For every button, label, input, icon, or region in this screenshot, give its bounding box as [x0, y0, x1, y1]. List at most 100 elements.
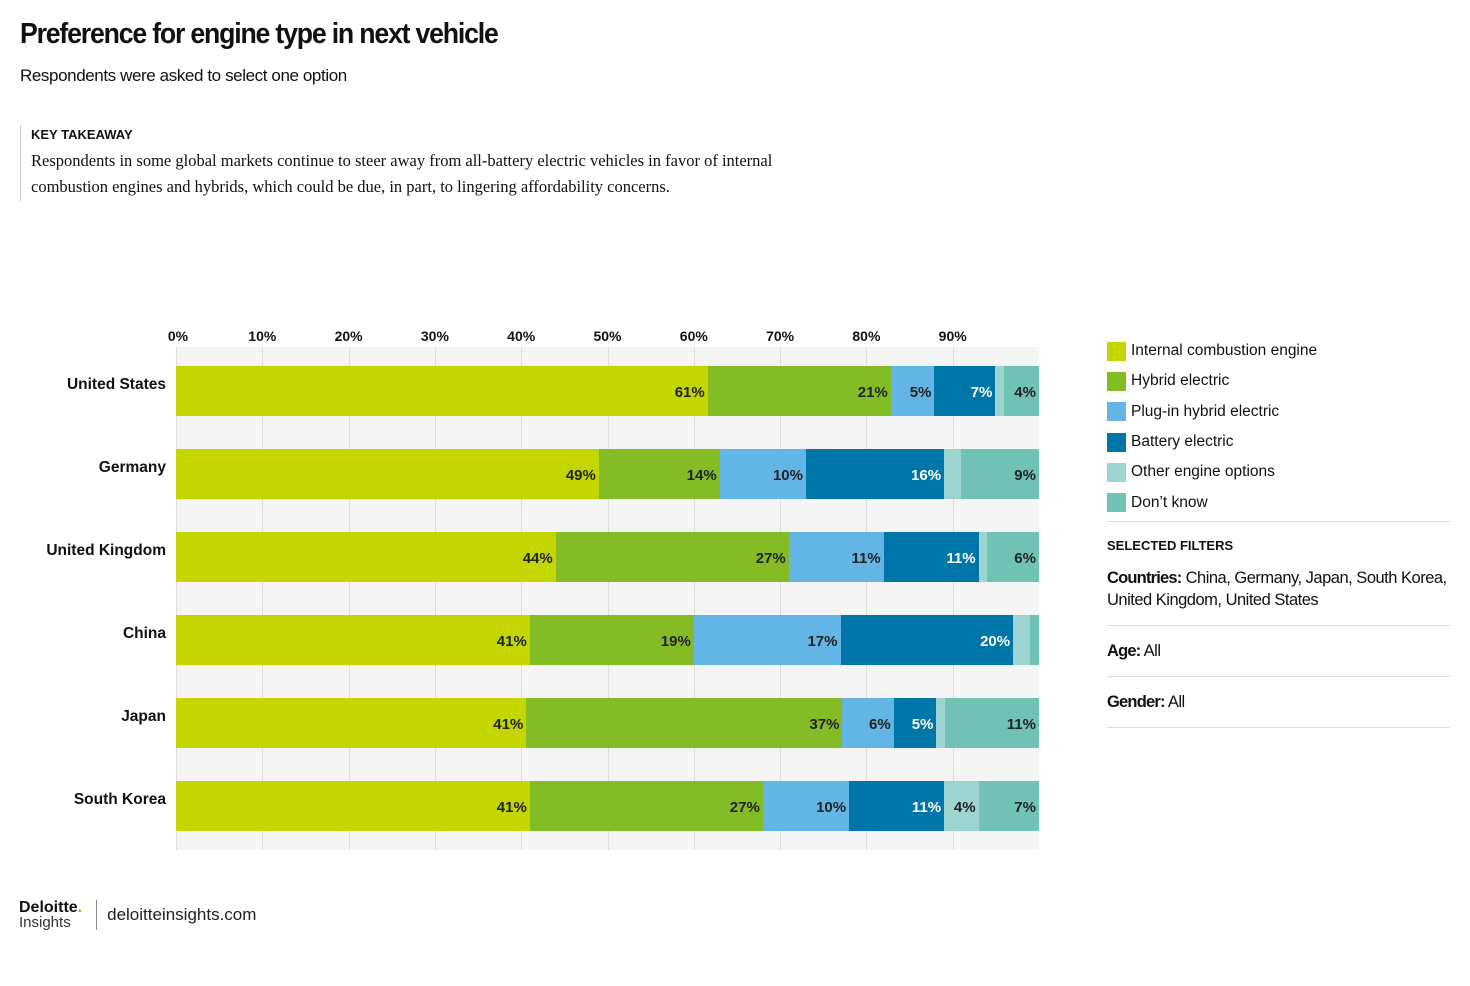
legend-item: Don’t know — [1107, 487, 1317, 517]
bar-segment — [883, 532, 979, 582]
subtitle: Respondents were asked to select one opt… — [20, 66, 347, 85]
bar-segment — [762, 781, 850, 831]
legend-swatch — [1107, 402, 1126, 422]
bar-segment — [598, 449, 720, 499]
key-takeaway: KEY TAKEAWAY Respondents in some global … — [20, 125, 831, 201]
bar-segment — [890, 366, 935, 416]
x-tick-label: 30% — [420, 328, 449, 344]
gridline — [348, 347, 350, 850]
bar-segment — [893, 698, 937, 748]
legend-label: Other engine options — [1131, 463, 1275, 481]
x-tick-label: 80% — [852, 328, 881, 344]
gridline — [952, 347, 954, 850]
legend-swatch — [1107, 432, 1126, 452]
legend-swatch — [1107, 462, 1126, 482]
category-label: Japan — [121, 708, 166, 725]
page-title: Preference for engine type in next vehic… — [20, 18, 499, 50]
data-label: 6% — [869, 716, 891, 733]
site-link[interactable]: deloitteinsights.com — [107, 905, 257, 924]
key-takeaway-text: Respondents in some global markets conti… — [31, 151, 773, 196]
gridline — [262, 347, 264, 850]
legend-swatch — [1107, 493, 1126, 513]
data-label: 21% — [857, 384, 888, 401]
bar-segment — [529, 615, 694, 665]
bar-segment — [555, 532, 789, 582]
gridline — [780, 347, 782, 850]
divider — [96, 900, 98, 930]
footer: Deloitte. Insights deloitteinsights.com — [19, 900, 256, 930]
data-label: 44% — [522, 550, 553, 567]
bar-segment — [707, 366, 891, 416]
category-label: United Kingdom — [46, 542, 166, 559]
age-label: Age: — [1107, 642, 1141, 660]
x-tick-label: 20% — [334, 328, 363, 344]
data-label: 49% — [565, 467, 596, 484]
gridline — [521, 347, 523, 850]
data-label: 16% — [911, 467, 942, 484]
bar-segment — [719, 449, 806, 499]
bar-segment — [840, 615, 1014, 665]
deloitte-insights-logo: Deloitte. Insights — [19, 899, 83, 931]
data-label: 10% — [816, 799, 847, 816]
data-label: 7% — [970, 384, 993, 401]
data-label: 41% — [496, 633, 527, 650]
gridline — [434, 347, 436, 850]
data-label: 19% — [660, 633, 691, 650]
filter-countries: Countries: China, Germany, Japan, South … — [1107, 553, 1450, 626]
gender-label: Gender: — [1107, 693, 1165, 711]
x-tick-label: 10% — [248, 328, 277, 344]
filter-age: Age: All — [1107, 626, 1450, 677]
bar-segment — [1030, 615, 1039, 665]
gridline — [866, 347, 868, 850]
bar-segment — [934, 366, 996, 416]
gridline — [176, 347, 177, 850]
bar-segment — [995, 366, 1005, 416]
data-label: 61% — [674, 384, 705, 401]
legend-item: Plug-in hybrid electric — [1107, 397, 1317, 427]
bar-segment — [176, 615, 530, 665]
bar-segment — [961, 449, 1039, 499]
gridline — [693, 347, 695, 850]
bar-segment — [176, 532, 556, 582]
legend-label: Plug-in hybrid electric — [1131, 402, 1280, 420]
data-label: 7% — [1014, 799, 1036, 816]
bar-segment — [849, 781, 945, 831]
bar-segment — [176, 781, 530, 831]
key-takeaway-heading: KEY TAKEAWAY — [31, 127, 133, 142]
data-label: 11% — [1006, 716, 1036, 733]
filter-gender: Gender: All — [1107, 677, 1450, 728]
x-tick-label: 90% — [938, 328, 967, 344]
data-label: 17% — [807, 633, 838, 650]
legend-item: Hybrid electric — [1107, 366, 1317, 396]
data-label: 27% — [729, 799, 760, 816]
gender-value: All — [1167, 693, 1185, 711]
data-label: 41% — [493, 716, 524, 733]
age-value: All — [1143, 642, 1161, 660]
bar-segment — [805, 449, 945, 499]
countries-value: China, Germany, Japan, South Korea, Unit… — [1107, 569, 1447, 609]
data-label: 41% — [496, 799, 527, 816]
data-label: 4% — [953, 799, 976, 816]
data-label: 37% — [809, 716, 840, 733]
plot-area — [176, 347, 1039, 850]
bar-segment — [176, 449, 599, 499]
data-label: 6% — [1014, 550, 1036, 567]
bar-segment — [693, 615, 841, 665]
bar-segment — [945, 698, 1039, 748]
data-label: 14% — [686, 467, 717, 484]
bar-segment — [176, 698, 527, 748]
x-tick-label: 0% — [167, 328, 189, 344]
legend-item: Other engine options — [1107, 457, 1317, 487]
data-label: 5% — [911, 716, 934, 733]
bar-segment — [936, 698, 945, 748]
bar-segment — [944, 781, 979, 831]
category-label: China — [122, 625, 166, 642]
data-label: 5% — [909, 384, 932, 401]
x-tick-label: 70% — [766, 328, 795, 344]
filters-heading: SELECTED FILTERS — [1107, 538, 1234, 553]
legend-label: Battery electric — [1131, 433, 1234, 451]
x-tick-label: 50% — [593, 328, 622, 344]
data-label: 10% — [772, 467, 803, 484]
category-label: United States — [66, 376, 166, 393]
legend: Internal combustion engine Hybrid electri… — [1107, 336, 1317, 518]
